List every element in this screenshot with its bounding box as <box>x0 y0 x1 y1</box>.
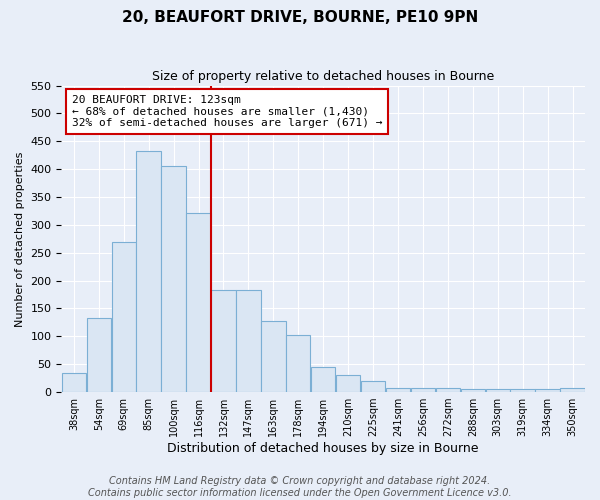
Bar <box>112 242 136 392</box>
Bar <box>261 322 286 392</box>
Bar <box>560 388 585 392</box>
Y-axis label: Number of detached properties: Number of detached properties <box>15 151 25 326</box>
Bar <box>436 388 460 392</box>
Bar <box>535 390 560 392</box>
Text: 20 BEAUFORT DRIVE: 123sqm
← 68% of detached houses are smaller (1,430)
32% of se: 20 BEAUFORT DRIVE: 123sqm ← 68% of detac… <box>72 95 382 128</box>
Bar <box>485 390 510 392</box>
Bar <box>86 318 111 392</box>
Bar <box>286 334 310 392</box>
Bar <box>211 290 236 392</box>
Bar <box>336 376 361 392</box>
Bar <box>511 390 535 392</box>
Bar <box>62 372 86 392</box>
Bar <box>411 388 435 392</box>
Bar <box>136 152 161 392</box>
Bar <box>236 290 260 392</box>
Text: Contains HM Land Registry data © Crown copyright and database right 2024.
Contai: Contains HM Land Registry data © Crown c… <box>88 476 512 498</box>
Bar <box>161 166 186 392</box>
Bar <box>187 212 211 392</box>
Bar <box>386 388 410 392</box>
Title: Size of property relative to detached houses in Bourne: Size of property relative to detached ho… <box>152 70 494 83</box>
Text: 20, BEAUFORT DRIVE, BOURNE, PE10 9PN: 20, BEAUFORT DRIVE, BOURNE, PE10 9PN <box>122 10 478 25</box>
Bar <box>461 390 485 392</box>
Bar <box>361 381 385 392</box>
Bar <box>311 367 335 392</box>
X-axis label: Distribution of detached houses by size in Bourne: Distribution of detached houses by size … <box>167 442 479 455</box>
